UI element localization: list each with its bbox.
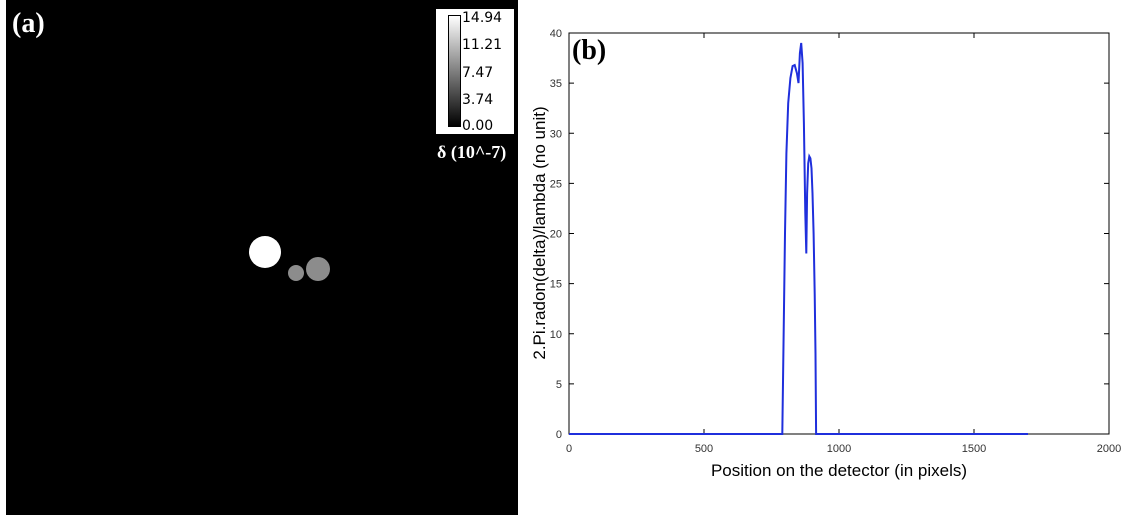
colorbar-tick: 14.94 bbox=[462, 10, 503, 26]
colorbar-tick: 7.47 bbox=[462, 65, 494, 81]
disc-large-bright bbox=[249, 236, 281, 268]
y-tick-label: 10 bbox=[550, 329, 562, 341]
y-tick-label: 15 bbox=[550, 279, 562, 291]
colorbar-gradient bbox=[448, 15, 461, 127]
colorbar-tick: 11.21 bbox=[462, 37, 503, 53]
y-tick-label: 40 bbox=[550, 28, 562, 40]
x-tick-label: 0 bbox=[566, 443, 572, 455]
colorbar-tick: 3.74 bbox=[462, 92, 494, 108]
x-axis-label: Position on the detector (in pixels) bbox=[711, 461, 967, 480]
tick-labels: 0 500 1000 1500 2000 0 5 10 15 20 25 30 35 40 bbox=[550, 28, 1121, 455]
phase-map-panel: (a) 14.94 11.21 7.47 3.74 0.00 δ (10^-7) bbox=[6, 0, 518, 515]
y-axis-label: 2.Pi.radon(delta)/lambda (no unit) bbox=[530, 106, 549, 359]
y-tick-label: 20 bbox=[550, 229, 562, 241]
y-tick-label: 35 bbox=[550, 78, 562, 90]
y-tick-label: 0 bbox=[556, 429, 562, 441]
y-tick-label: 25 bbox=[550, 178, 562, 190]
radon-profile-chart: 0 500 1000 1500 2000 0 5 10 15 20 25 30 35 40 (b) Pos… bbox=[530, 28, 1121, 480]
y-tick-label: 30 bbox=[550, 128, 562, 140]
disc-medium-gray bbox=[306, 257, 330, 281]
x-tick-label: 1000 bbox=[827, 443, 851, 455]
y-tick-label: 5 bbox=[556, 379, 562, 391]
plot-area bbox=[568, 32, 1110, 435]
axis-ticks bbox=[568, 32, 1110, 435]
series-line bbox=[569, 42, 1028, 435]
colorbar: 14.94 11.21 7.47 3.74 0.00 bbox=[436, 9, 514, 134]
panel-a-letter: (a) bbox=[12, 8, 45, 39]
colorbar-label: δ (10^-7) bbox=[437, 142, 507, 162]
colorbar-tick: 0.00 bbox=[462, 118, 494, 134]
x-tick-label: 2000 bbox=[1097, 443, 1121, 455]
x-tick-label: 500 bbox=[695, 443, 713, 455]
panel-b-letter: (b) bbox=[572, 35, 606, 66]
disc-small-gray bbox=[288, 265, 304, 281]
x-tick-label: 1500 bbox=[962, 443, 986, 455]
